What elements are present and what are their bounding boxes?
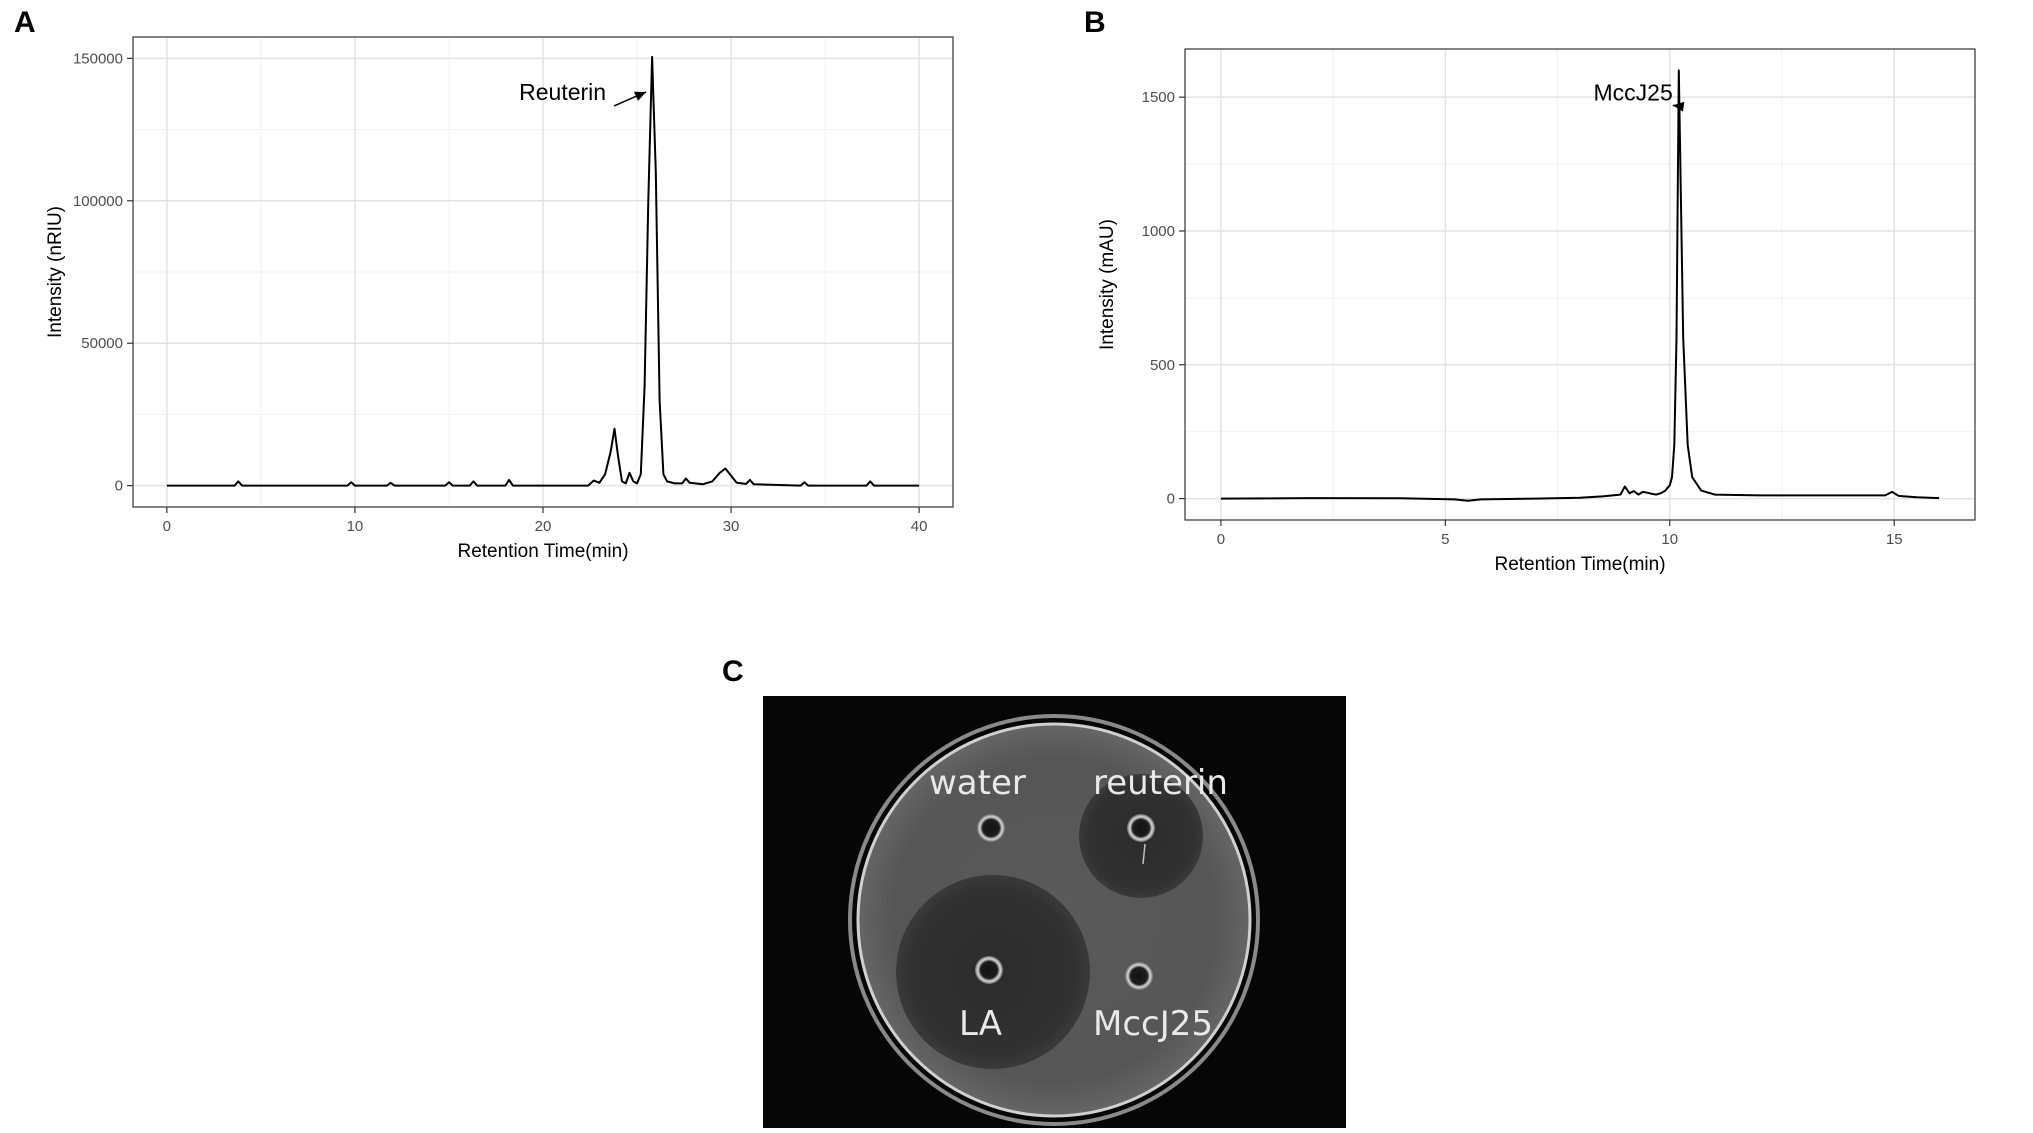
chart-a-series-line-0 <box>166 55 920 487</box>
la-well <box>975 956 1003 984</box>
chart-b-x-tick-label: 10 <box>1661 531 1678 548</box>
chart-a-annotation-label: Reuterin <box>519 79 606 105</box>
chart-a-y-tick-label: 150000 <box>73 50 123 67</box>
agar-plate-photo: water reuterin LA MccJ25 <box>763 696 1346 1128</box>
chart-a-x-tick-label: 0 <box>163 518 171 535</box>
chart-b-plot-background <box>1185 49 1975 520</box>
mccj25-well <box>1125 962 1153 990</box>
panel-letter-b: B <box>1084 6 1106 39</box>
agar-plate-image <box>848 714 1260 1126</box>
chart-b-y-tick-label: 1500 <box>1142 89 1175 106</box>
chart-a-y-tick-label: 50000 <box>81 335 123 352</box>
chart-b-y-tick-label: 0 <box>1167 491 1175 508</box>
reuterin-well <box>1127 814 1155 842</box>
chart-b-mccj25-chromatogram: 0 5 10 15 0 500 1000 1500 Retention Time(min) Int… <box>1097 48 1976 575</box>
chart-b-x-axis-label: Retention Time(min) <box>1494 554 1665 575</box>
chart-a-annotation-arrowhead <box>634 91 647 101</box>
panel-letter-a: A <box>14 6 36 39</box>
chart-b-x-tick-label: 0 <box>1217 531 1225 548</box>
chart-a-x-tick-label: 30 <box>723 518 740 535</box>
chart-b-y-tick-label: 1000 <box>1142 223 1175 240</box>
chart-a-y-tick-label: 0 <box>115 478 123 495</box>
chart-b-y-tick-label: 500 <box>1150 357 1175 374</box>
chart-b-plot-border <box>1184 48 1976 521</box>
chart-b-series-line-0 <box>1220 69 1940 502</box>
label-reuterin: reuterin <box>1093 763 1228 803</box>
chart-a-y-tick-label: 100000 <box>73 193 123 210</box>
chart-b-annotation-arrowhead <box>1672 101 1685 112</box>
water-well <box>977 814 1005 842</box>
chart-a-reuterin-chromatogram: 0 10 20 30 40 0 50000 100000 150000 Retention Tim… <box>45 36 954 562</box>
chart-b-x-tick-label: 15 <box>1886 531 1903 548</box>
chart-a-x-tick-label: 40 <box>911 518 928 535</box>
chart-b-y-axis-label: Intensity (mAU) <box>1097 219 1118 350</box>
chart-a-plot-border <box>132 36 954 508</box>
label-la: LA <box>959 1004 1002 1044</box>
panel-letter-c: C <box>722 655 744 688</box>
chart-b-annotation-label: MccJ25 <box>1594 79 1673 105</box>
chart-a-x-axis-label: Retention Time(min) <box>457 541 628 562</box>
label-water: water <box>929 763 1026 803</box>
chart-b-x-tick-label: 5 <box>1441 531 1449 548</box>
chart-a-x-tick-label: 10 <box>347 518 364 535</box>
scratch-mark <box>1142 843 1146 865</box>
label-mccj25: MccJ25 <box>1093 1004 1214 1044</box>
chart-a-y-axis-label: Intensity (nRIU) <box>45 206 66 338</box>
chart-a-x-tick-label: 20 <box>535 518 552 535</box>
plate-rim <box>848 714 1260 1126</box>
